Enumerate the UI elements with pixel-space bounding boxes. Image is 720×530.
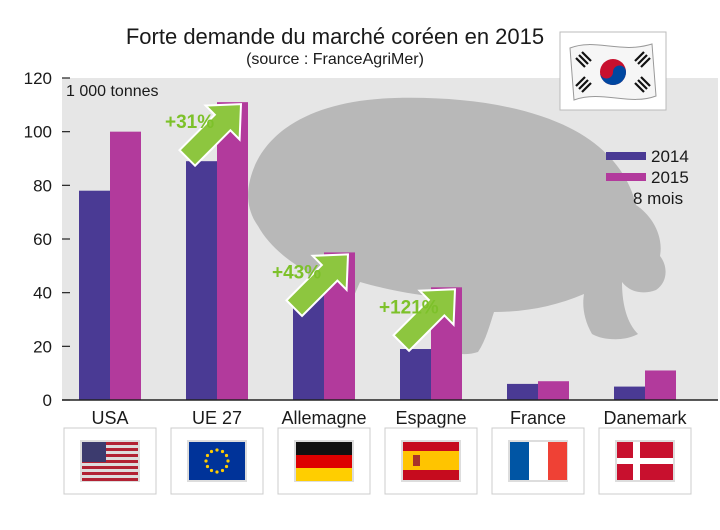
flag-star (205, 464, 210, 469)
flag-canton (82, 442, 106, 462)
usa-flag-icon (63, 427, 157, 495)
bar-espagne-2014 (400, 349, 431, 400)
y-axis: 0 20 40 60 80 100 120 (24, 69, 70, 410)
south-korea-flag-icon (559, 31, 667, 111)
france-flag-icon (491, 427, 585, 495)
flag-stripe (82, 448, 138, 451)
flag-band (296, 442, 352, 455)
chart-subtitle: (source : FranceAgriMer) (246, 51, 424, 68)
bar-usa-2014 (79, 190, 110, 400)
growth-arrow-ue-27 (178, 103, 243, 168)
arrow-shape (178, 103, 243, 168)
y-tick-label: 40 (33, 284, 52, 303)
flag-star (220, 449, 225, 454)
x-tick-label-usa: USA (91, 408, 128, 428)
flag-band (529, 442, 548, 480)
flag-band (510, 442, 529, 480)
flag-star (220, 468, 225, 473)
legend: 2014 2015 8 mois (606, 147, 689, 208)
denmark-flag-icon (598, 427, 692, 495)
legend-swatch-2015 (606, 173, 646, 181)
legend-swatch-2014 (606, 152, 646, 160)
germany-flag-icon (277, 427, 371, 495)
bar-france-2015 (538, 381, 569, 400)
x-tick-label-ue-27: UE 27 (192, 408, 242, 428)
flag-stripe (82, 460, 138, 463)
flag-band (403, 451, 459, 470)
flag-star (224, 453, 229, 458)
x-axis-labels: USA UE 27 Allemagne Espagne France Danemark (91, 408, 687, 428)
y-tick-label: 60 (33, 230, 52, 249)
flag-band (296, 468, 352, 481)
growth-label-espagne: +121% (379, 297, 439, 318)
flag-star (204, 459, 208, 463)
x-tick-label-france: France (510, 408, 566, 428)
growth-label-allemagne: +43% (272, 262, 321, 283)
legend-label-2014: 2014 (651, 147, 689, 166)
x-tick-label-allemagne: Allemagne (281, 408, 366, 428)
bar-danemark-2014 (614, 386, 645, 400)
flag-band (548, 442, 567, 480)
bar-usa-2015 (110, 131, 141, 400)
flag-star (215, 448, 219, 452)
flag-cross (617, 458, 673, 464)
bar-danemark-2015 (645, 370, 676, 400)
flag-star (224, 464, 229, 469)
y-tick-label: 0 (43, 391, 52, 410)
eu-flag-icon (170, 427, 264, 495)
flag-stripe (82, 472, 138, 475)
spain-flag-icon (384, 427, 478, 495)
unit-label: 1 000 tonnes (66, 83, 159, 100)
bar-ue-27-2015 (217, 102, 248, 401)
growth-arrow-allemagne (285, 253, 350, 318)
y-tick-label: 100 (24, 123, 52, 142)
bar-ue-27-2014 (186, 161, 217, 400)
growth-label-ue-27: +31% (165, 112, 214, 133)
flag-star (215, 470, 219, 474)
flag-star (209, 468, 214, 473)
legend-label-2015: 2015 (651, 168, 689, 187)
y-tick-label: 80 (33, 176, 52, 195)
bar-france-2014 (507, 383, 538, 400)
country-flags-group (63, 427, 692, 495)
flag-stripe (82, 454, 138, 457)
growth-arrow-espagne (392, 288, 457, 353)
flag-stripe (82, 442, 138, 445)
legend-period-note: 8 mois (633, 189, 683, 208)
x-tick-label-danemark: Danemark (603, 408, 687, 428)
arrow-shape (285, 253, 350, 318)
flag-star (205, 453, 210, 458)
x-tick-label-espagne: Espagne (395, 408, 466, 428)
growth-arrows-group: +31% +43% +121% (165, 103, 457, 353)
flag-emblem (413, 455, 420, 466)
y-tick-label: 120 (24, 69, 52, 88)
flag-field (189, 442, 245, 480)
flag-stripe (82, 478, 138, 481)
flag-star (209, 449, 214, 454)
flag-stripe (82, 466, 138, 469)
flag-star (226, 459, 230, 463)
flag-band (296, 455, 352, 468)
y-tick-label: 20 (33, 337, 52, 356)
arrow-shape (392, 288, 457, 353)
chart-title: Forte demande du marché coréen en 2015 (126, 24, 544, 49)
